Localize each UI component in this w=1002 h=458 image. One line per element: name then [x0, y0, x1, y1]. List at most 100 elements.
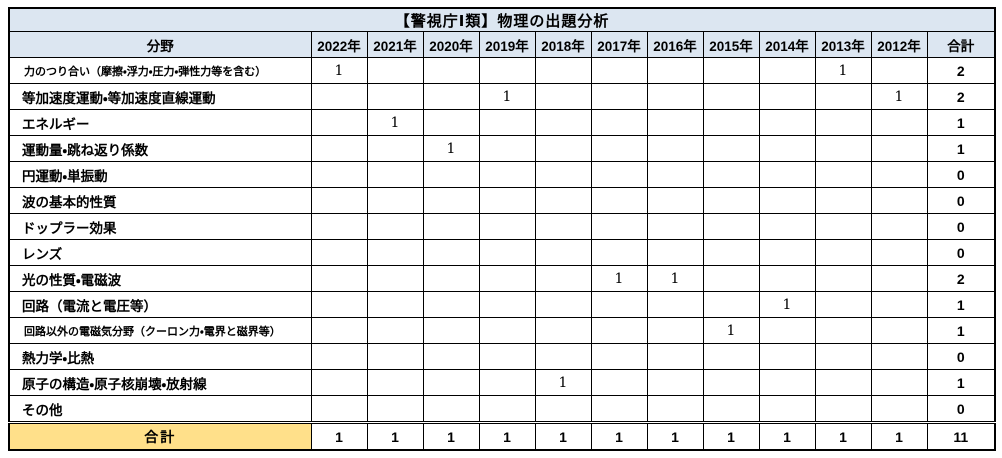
year-value-cell: [702, 161, 760, 188]
row-total-cell: 0: [926, 161, 996, 188]
footer-row: 合計 1 1 1 1 1 1 1 1 1 1 1 11: [8, 421, 996, 451]
year-value-cell: [422, 83, 480, 110]
year-value-cell: [814, 239, 872, 266]
category-cell: 力のつり合い（摩擦・浮力・圧力・弾性力等を含む）: [8, 57, 312, 84]
year-value-cell: [310, 369, 368, 396]
table-body: 力のつり合い（摩擦・浮力・圧力・弾性力等を含む） 1 1 2 等加速度運動・等加速度直線…: [8, 57, 996, 423]
year-value-cell: [478, 317, 536, 344]
table-row: 等加速度運動・等加速度直線運動 1 1 2: [8, 83, 996, 110]
year-value-cell: 1: [422, 135, 480, 162]
year-value-cell: [758, 83, 816, 110]
table-row: 力のつり合い（摩擦・浮力・圧力・弾性力等を含む） 1 1 2: [8, 57, 996, 84]
year-value-cell: [422, 369, 480, 396]
year-value-cell: [758, 395, 816, 423]
year-value-cell: [310, 83, 368, 110]
year-column-header: 2022年: [310, 31, 368, 58]
year-value-cell: [814, 291, 872, 318]
year-value-cell: [310, 239, 368, 266]
year-value-cell: [590, 83, 648, 110]
category-cell: 波の基本的性質: [8, 187, 312, 214]
year-value-cell: [590, 317, 648, 344]
footer-year-total-cell: 1: [758, 421, 816, 451]
year-value-cell: [590, 135, 648, 162]
row-total-cell: 0: [926, 213, 996, 240]
year-value-cell: [478, 135, 536, 162]
category-cell: その他: [8, 395, 312, 423]
table-row: 円運動・単振動 0: [8, 161, 996, 188]
year-value-cell: [534, 57, 592, 84]
year-value-cell: 1: [478, 83, 536, 110]
year-value-cell: [534, 317, 592, 344]
year-value-cell: [758, 161, 816, 188]
year-value-cell: [758, 109, 816, 136]
footer-label-cell: 合計: [8, 421, 312, 451]
category-cell: 光の性質・電磁波: [8, 265, 312, 292]
table-row: 回路以外の電磁気分野（クーロン力・電界と磁界等） 1 1: [8, 317, 996, 344]
year-column-header: 2016年: [646, 31, 704, 58]
year-value-cell: [814, 83, 872, 110]
row-total-cell: 1: [926, 109, 996, 136]
footer-year-total-cell: 1: [310, 421, 368, 451]
row-total-cell: 2: [926, 265, 996, 292]
year-value-cell: [366, 135, 424, 162]
total-column-header: 合計: [926, 31, 996, 58]
year-value-cell: [366, 161, 424, 188]
year-value-cell: [422, 317, 480, 344]
year-value-cell: [814, 187, 872, 214]
year-value-cell: [814, 135, 872, 162]
row-total-cell: 2: [926, 83, 996, 110]
year-value-cell: [590, 187, 648, 214]
year-value-cell: [702, 395, 760, 423]
year-column-header: 2021年: [366, 31, 424, 58]
year-value-cell: [534, 213, 592, 240]
footer-grand-total-cell: 11: [926, 421, 996, 451]
year-value-cell: [646, 395, 704, 423]
year-value-cell: [646, 109, 704, 136]
footer-year-total-cell: 1: [702, 421, 760, 451]
year-value-cell: [646, 135, 704, 162]
year-column-header: 2015年: [702, 31, 760, 58]
category-cell: 運動量・跳ね返り係数: [8, 135, 312, 162]
year-value-cell: [478, 239, 536, 266]
year-value-cell: [366, 369, 424, 396]
category-cell: 回路以外の電磁気分野（クーロン力・電界と磁界等）: [8, 317, 312, 344]
year-value-cell: [646, 239, 704, 266]
year-value-cell: [478, 213, 536, 240]
year-value-cell: [702, 187, 760, 214]
year-value-cell: [590, 369, 648, 396]
year-value-cell: [310, 161, 368, 188]
year-value-cell: [702, 213, 760, 240]
row-total-cell: 0: [926, 343, 996, 370]
year-value-cell: [534, 395, 592, 423]
year-value-cell: [366, 395, 424, 423]
year-value-cell: [422, 239, 480, 266]
year-value-cell: [758, 317, 816, 344]
year-value-cell: 1: [814, 57, 872, 84]
year-value-cell: [534, 343, 592, 370]
year-value-cell: [366, 239, 424, 266]
year-value-cell: [422, 265, 480, 292]
year-value-cell: [870, 265, 928, 292]
year-value-cell: [702, 369, 760, 396]
year-value-cell: [310, 317, 368, 344]
year-value-cell: [366, 83, 424, 110]
year-value-cell: [758, 343, 816, 370]
table-row: 回路（電流と電圧等） 1 1: [8, 291, 996, 318]
table-row: 運動量・跳ね返り係数 1 1: [8, 135, 996, 162]
year-value-cell: [870, 57, 928, 84]
title-row: 【警視庁Ⅰ類】物理の出題分析: [8, 7, 996, 32]
year-value-cell: [310, 109, 368, 136]
year-value-cell: [646, 291, 704, 318]
year-value-cell: [534, 135, 592, 162]
category-cell: レンズ: [8, 239, 312, 266]
year-value-cell: [870, 161, 928, 188]
year-value-cell: [366, 187, 424, 214]
table-row: 熱力学・比熱 0: [8, 343, 996, 370]
category-cell: 熱力学・比熱: [8, 343, 312, 370]
year-value-cell: [590, 239, 648, 266]
year-value-cell: 1: [590, 265, 648, 292]
year-value-cell: [534, 109, 592, 136]
footer-year-total-cell: 1: [534, 421, 592, 451]
year-column-header: 2018年: [534, 31, 592, 58]
year-value-cell: [366, 57, 424, 84]
